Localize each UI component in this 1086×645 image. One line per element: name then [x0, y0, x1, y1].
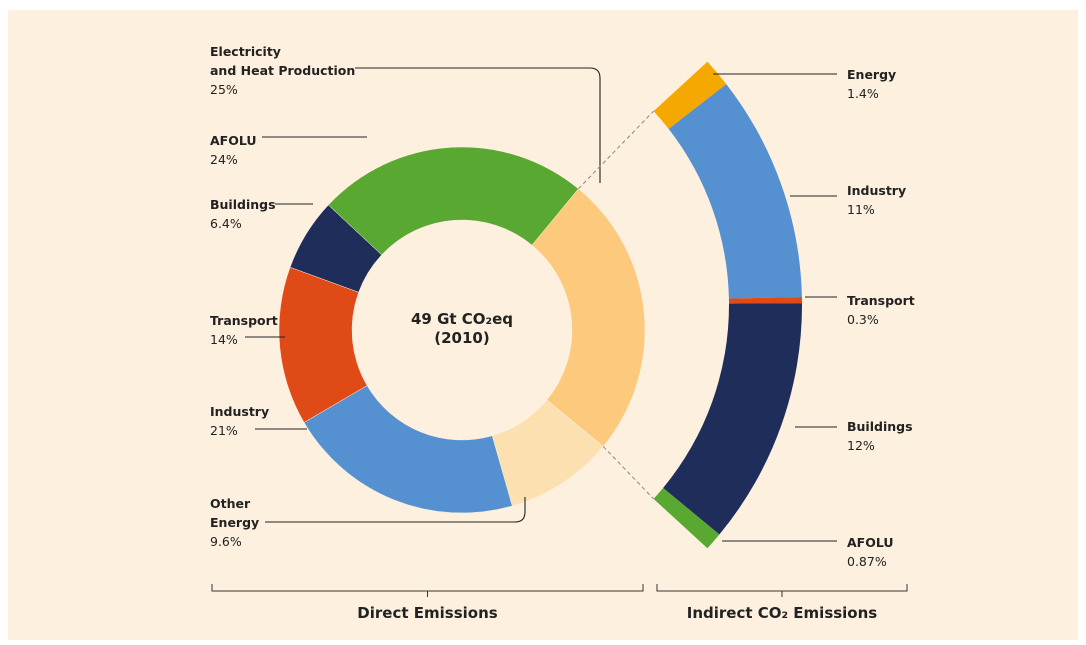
category-label: Industry — [847, 183, 907, 198]
value-label: 6.4% — [210, 216, 242, 231]
value-label: 21% — [210, 423, 238, 438]
connector-dashed — [578, 110, 654, 190]
segment-label: Buildings 12% — [847, 417, 913, 455]
connector-dashed — [602, 446, 654, 500]
value-label: 24% — [210, 152, 238, 167]
category-label: Transport — [210, 313, 278, 328]
category-label: Energy — [847, 67, 897, 82]
segment-label: Other Energy 9.6% — [210, 494, 259, 551]
segment-label: Transport 0.3% — [847, 291, 915, 329]
value-label: 11% — [847, 202, 875, 217]
value-label: 12% — [847, 438, 875, 453]
segment-label: Buildings 6.4% — [210, 195, 276, 233]
segment-label: Transport 14% — [210, 311, 278, 349]
category-label: Transport — [847, 293, 915, 308]
segment-label: Industry 11% — [847, 181, 906, 219]
segment-label: Electricity and Heat Production 25% — [210, 42, 355, 99]
segment-label: Energy 1.4% — [847, 65, 896, 103]
leader-line — [265, 497, 526, 523]
arc-segment — [653, 61, 727, 129]
category-label: Electricity and Heat Production — [210, 44, 356, 78]
donut-segment — [531, 188, 646, 447]
segment-label: AFOLU 24% — [210, 131, 257, 169]
value-label: 0.3% — [847, 312, 879, 327]
value-label: 25% — [210, 82, 238, 97]
value-label: 1.4% — [847, 86, 879, 101]
bracket — [211, 584, 644, 597]
arc-segment — [668, 84, 802, 299]
donut-segment — [303, 385, 513, 514]
donut-segment — [328, 146, 579, 256]
arc-segment — [663, 303, 802, 535]
center-label: 49 Gt CO₂eq — [410, 310, 514, 328]
category-label: Other Energy — [210, 496, 260, 530]
segment-label: Industry 21% — [210, 402, 269, 440]
category-label: Buildings — [210, 197, 276, 212]
category-label: Industry — [210, 404, 270, 419]
value-label: 14% — [210, 332, 238, 347]
segment-label: AFOLU 0.87% — [847, 533, 894, 571]
group-title: Direct Emissions — [357, 604, 498, 622]
category-label: Buildings — [847, 419, 913, 434]
arc-segment — [728, 296, 802, 304]
value-label: 0.87% — [847, 554, 887, 569]
category-label: AFOLU — [210, 133, 257, 148]
leader-line — [355, 67, 601, 183]
background-panel — [8, 10, 1078, 640]
center-label: (2010) — [434, 329, 490, 347]
group-title: Indirect CO₂ Emissions — [686, 604, 878, 622]
arc-segment — [653, 487, 720, 549]
value-label: 9.6% — [210, 534, 242, 549]
bracket — [656, 584, 908, 597]
category-label: AFOLU — [847, 535, 894, 550]
